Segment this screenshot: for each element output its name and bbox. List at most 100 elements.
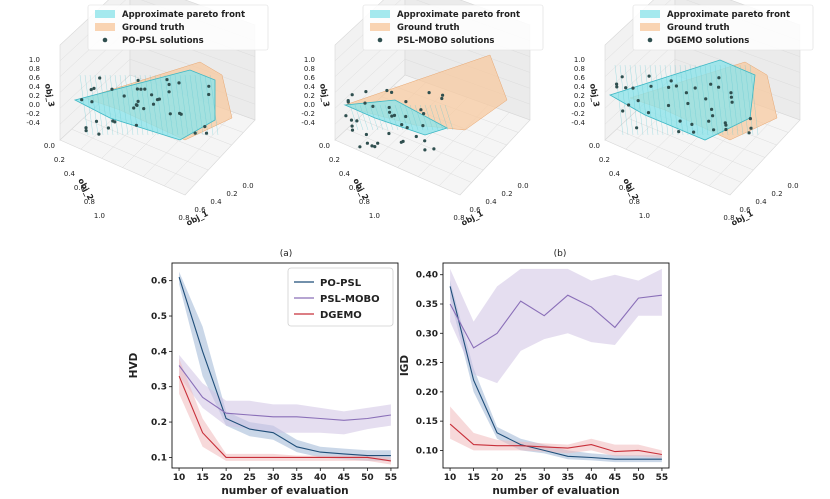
x-tick-label: 35 (562, 473, 575, 483)
mesh-line (139, 74, 149, 136)
y-tick-label: 0.35 (416, 300, 438, 310)
x-tick-label: 45 (609, 473, 622, 483)
solution-point (710, 107, 714, 111)
y-tick-label: 0.4 (609, 170, 621, 178)
legend-label: Ground truth (122, 23, 185, 33)
pareto-panel-po-psl: 1.00.80.60.40.20.0-0.2-0.4obj_30.00.20.4… (26, 0, 269, 228)
mesh-line (699, 64, 709, 136)
x-tick-label: 0.8 (178, 214, 189, 222)
legend-label: PSL-MOBO solutions (397, 36, 494, 46)
mesh-line (94, 74, 104, 136)
solution-point (405, 126, 409, 130)
mesh-line (689, 64, 699, 136)
solution-point (709, 82, 713, 86)
solution-point (177, 81, 181, 85)
x-tick-label: 0.4 (210, 198, 222, 206)
z-tick-label: 0.6 (574, 74, 586, 82)
solution-point (136, 99, 140, 103)
x-tick-label: 25 (243, 473, 256, 483)
solution-point (388, 110, 392, 114)
legend-box (632, 4, 814, 51)
legend-label: Ground truth (667, 23, 730, 33)
legend-label: Approximate pareto front (397, 10, 520, 20)
y-tick-label: 0.2 (54, 156, 65, 164)
band-dgemo (450, 406, 662, 458)
mesh-line (84, 74, 94, 136)
x-tick-label: 0.8 (723, 214, 734, 222)
solution-point (647, 74, 651, 78)
mesh-line (154, 74, 164, 136)
y-tick-label: 0.8 (84, 198, 95, 206)
mesh-line (739, 64, 749, 136)
mesh-line (104, 74, 114, 136)
mesh-line (429, 104, 439, 131)
y-tick-label: 0.10 (416, 446, 438, 456)
legend-swatch (95, 10, 115, 18)
solution-point (385, 88, 389, 93)
solution-point (167, 82, 171, 87)
solution-point (350, 93, 354, 97)
legend-swatch (370, 10, 390, 18)
y-tick-label: 0.30 (416, 329, 438, 339)
solution-point (364, 132, 368, 137)
plot-frame (442, 262, 670, 469)
y-tick-label: 0.2 (151, 418, 167, 428)
solution-point (667, 85, 671, 89)
y-tick-label: 0.6 (349, 184, 361, 192)
z-tick-label: 0.4 (29, 83, 41, 91)
y-tick-label: 0.6 (619, 184, 631, 192)
y-tick-label: 0.20 (416, 388, 438, 398)
solution-point (615, 82, 619, 86)
x-tick-label: 0.0 (242, 182, 253, 190)
y-tick-label: 0.0 (319, 142, 330, 150)
solution-point (422, 112, 426, 116)
band-psl-mobo (179, 354, 391, 435)
solution-point (666, 103, 671, 108)
solution-point (365, 141, 369, 145)
y-tick-label: 0.6 (74, 184, 86, 192)
mesh-line (409, 104, 419, 131)
y-tick-label: 0.5 (151, 312, 167, 322)
solution-point (677, 130, 681, 134)
legend-box (362, 4, 544, 51)
wall-grid (59, 58, 131, 125)
z-tick-label: 0.0 (574, 101, 585, 109)
z-tick-label: 0.2 (29, 92, 40, 100)
solution-point (387, 105, 391, 110)
x-tick-label: 0.0 (787, 182, 798, 190)
x-tick-label: 0.6 (194, 206, 206, 214)
band-psl-mobo (450, 268, 662, 384)
x-tick-label: 50 (361, 473, 374, 483)
solution-point (712, 128, 716, 132)
line-psl-mobo (449, 294, 662, 349)
solution-point (363, 101, 367, 105)
z-tick-label: -0.4 (301, 119, 315, 127)
z-tick-label: 0.2 (574, 92, 585, 100)
solution-point (350, 128, 355, 132)
solution-point (165, 78, 169, 82)
x-tick-label: 0.6 (469, 206, 481, 214)
legend-label: PO-PSL solutions (122, 36, 204, 46)
solution-point (349, 118, 354, 122)
mesh-line (664, 64, 674, 136)
z-tick-label: 0.4 (574, 83, 586, 91)
x-tick-label: 40 (585, 473, 598, 483)
solution-point (646, 111, 651, 115)
solution-point (134, 123, 138, 127)
mesh-line (744, 64, 754, 136)
solution-point (157, 97, 161, 101)
solution-point (142, 107, 146, 111)
mesh-line (209, 74, 219, 136)
mesh-line (349, 104, 359, 131)
hvd-chart: 10 15 20 25 30 35 40 45 50 55 0.1 0.2 0.3 0.4 0.5 0.6 nu… (128, 262, 399, 497)
solution-point (168, 112, 172, 116)
x-tick-label: 10 (444, 473, 457, 483)
solution-point (376, 141, 380, 145)
mesh-line (199, 74, 209, 136)
solution-point (134, 103, 138, 107)
mesh-line (629, 64, 639, 136)
solution-point (627, 103, 631, 107)
mesh-line (649, 64, 659, 136)
x-axis-label: number of evaluation (221, 485, 348, 497)
y-tick-label: 0.40 (416, 271, 438, 281)
